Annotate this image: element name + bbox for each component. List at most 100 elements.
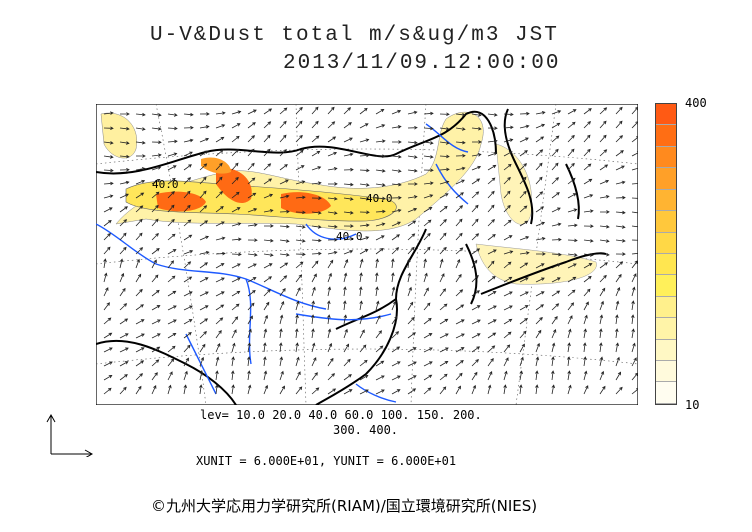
wind-arrow: [375, 196, 386, 201]
wind-arrow: [231, 162, 239, 171]
wind-arrow: [535, 277, 545, 283]
wind-arrow: [247, 135, 255, 143]
wind-arrow: [183, 151, 193, 157]
wind-arrow: [519, 190, 527, 199]
wind-arrow: [183, 261, 192, 269]
wind-arrow: [503, 235, 513, 241]
scale-band: [656, 253, 676, 276]
wind-arrow: [471, 274, 479, 283]
map-title: U-V&Dust total m/s&ug/m3 JST: [150, 24, 559, 47]
wind-arrow: [471, 359, 479, 367]
wind-arrow: [455, 179, 465, 185]
wind-arrow: [183, 204, 191, 213]
wind-arrow: [151, 259, 157, 269]
scale-band: [656, 296, 676, 319]
wind-arrow: [343, 343, 350, 353]
wind-arrow: [375, 286, 379, 297]
wind-arrow: [567, 315, 573, 325]
wind-arrow: [327, 314, 331, 325]
wind-arrow: [327, 373, 336, 381]
wind-arrow: [215, 343, 221, 353]
wind-arrow: [407, 361, 417, 367]
wind-arrow: [535, 191, 544, 199]
wind-arrow: [487, 275, 496, 283]
wind-arrow: [263, 238, 274, 243]
wind-arrow: [567, 223, 578, 228]
wind-arrow: [519, 262, 529, 269]
wind-arrow: [311, 251, 322, 256]
wind-arrow: [199, 277, 209, 283]
wind-arrow: [359, 223, 370, 228]
wind-arrow: [151, 372, 158, 381]
wind-arrow: [423, 246, 431, 255]
wind-arrow: [583, 224, 594, 228]
wind-arrow: [407, 272, 412, 283]
wind-arrow: [439, 141, 450, 145]
wind-arrow: [439, 193, 449, 199]
wind-arrow: [391, 221, 401, 227]
wind-arrow: [519, 384, 523, 395]
wind-arrow: [375, 258, 379, 269]
wind-arrow: [279, 239, 290, 243]
wind-arrow: [599, 356, 604, 367]
wind-arrow: [311, 372, 318, 381]
wind-arrow: [279, 262, 289, 269]
wind-arrow: [119, 333, 129, 339]
wind-arrow: [279, 385, 285, 395]
wind-arrow: [535, 384, 539, 395]
wind-arrow: [167, 260, 175, 269]
wind-arrow: [455, 372, 463, 381]
wind-arrow: [567, 238, 578, 243]
wind-arrow: [295, 328, 299, 339]
wind-arrow: [231, 191, 240, 199]
wind-arrow: [535, 304, 545, 311]
wind-arrow: [183, 234, 193, 241]
wind-arrow: [503, 112, 514, 117]
wind-arrow: [535, 176, 543, 185]
wind-arrow: [631, 239, 638, 241]
wind-arrow: [391, 315, 398, 325]
wind-arrow: [231, 329, 237, 339]
wind-arrow: [327, 300, 331, 311]
wind-arrow: [455, 205, 464, 213]
wind-arrow: [407, 246, 415, 255]
wind-arrow: [359, 123, 369, 129]
wind-arrow: [327, 182, 338, 186]
wind-arrow: [423, 272, 428, 283]
wind-arrow: [407, 286, 412, 297]
wind-arrow: [359, 153, 370, 158]
wind-arrow: [199, 318, 209, 325]
wind-arrow: [279, 179, 289, 185]
wind-arrow: [375, 360, 385, 367]
wind-arrow: [327, 151, 338, 157]
wind-arrow: [567, 384, 572, 395]
wind-arrow: [503, 331, 512, 339]
wind-arrow: [151, 233, 159, 241]
wind-arrow: [263, 121, 272, 129]
wind-arrow: [151, 166, 162, 171]
wind-arrow: [135, 232, 143, 241]
map-timestamp: 2013/11/09.12:00:00: [283, 52, 561, 75]
wind-arrow: [455, 192, 464, 199]
wind-arrow: [343, 374, 352, 381]
wind-arrow: [423, 374, 433, 381]
wind-arrow: [327, 106, 335, 115]
wind-arrow: [471, 153, 482, 157]
wind-arrow: [519, 150, 528, 157]
wind-arrow: [487, 152, 498, 157]
wind-arrow: [503, 291, 513, 297]
wind-arrow: [231, 123, 241, 129]
wind-arrow: [119, 193, 129, 199]
wind-arrow: [215, 251, 226, 256]
wind-arrow: [247, 122, 256, 129]
wind-arrow: [263, 148, 271, 157]
wind-arrow: [487, 249, 497, 255]
wind-arrow: [439, 273, 445, 283]
wind-arrow: [519, 124, 530, 129]
wind-arrow: [103, 258, 107, 269]
wind-arrow: [263, 224, 274, 228]
wind-arrow: [151, 178, 161, 185]
wind-arrow: [311, 300, 315, 311]
wind-arrow: [103, 155, 114, 159]
wind-arrow: [471, 126, 482, 131]
